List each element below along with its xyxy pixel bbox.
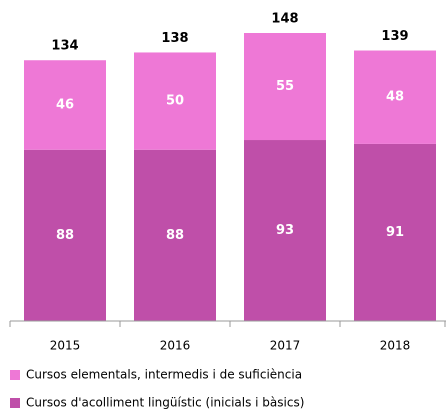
x-tick-label: 2018: [380, 339, 411, 353]
total-label: 138: [161, 31, 188, 46]
bar-segment: [24, 60, 106, 150]
total-label: 148: [271, 12, 298, 27]
value-label: 93: [276, 223, 294, 238]
x-tick-label: 2017: [270, 339, 301, 353]
value-label: 55: [276, 79, 294, 94]
bar-segment: [134, 149, 216, 321]
bar-segment: [134, 52, 216, 150]
legend-swatch: [10, 370, 20, 380]
bar-segment: [354, 143, 436, 321]
value-label: 91: [386, 225, 404, 240]
bar-segment: [244, 33, 326, 141]
legend-swatch: [10, 398, 20, 408]
value-label: 46: [56, 98, 74, 113]
x-tick-label: 2015: [50, 339, 81, 353]
value-label: 88: [166, 228, 184, 243]
total-label: 139: [381, 29, 408, 44]
value-label: 88: [56, 228, 74, 243]
value-label: 48: [386, 90, 404, 105]
bar-segment: [244, 140, 326, 321]
legend-label: Cursos elementals, intermedis i de sufic…: [26, 368, 302, 382]
legend-label: Cursos d'acolliment lingüístic (inicials…: [26, 396, 304, 410]
bar-segment: [24, 149, 106, 321]
value-label: 50: [166, 94, 184, 109]
bar-segment: [354, 50, 436, 144]
x-tick-label: 2016: [160, 339, 191, 353]
total-label: 134: [51, 39, 78, 54]
